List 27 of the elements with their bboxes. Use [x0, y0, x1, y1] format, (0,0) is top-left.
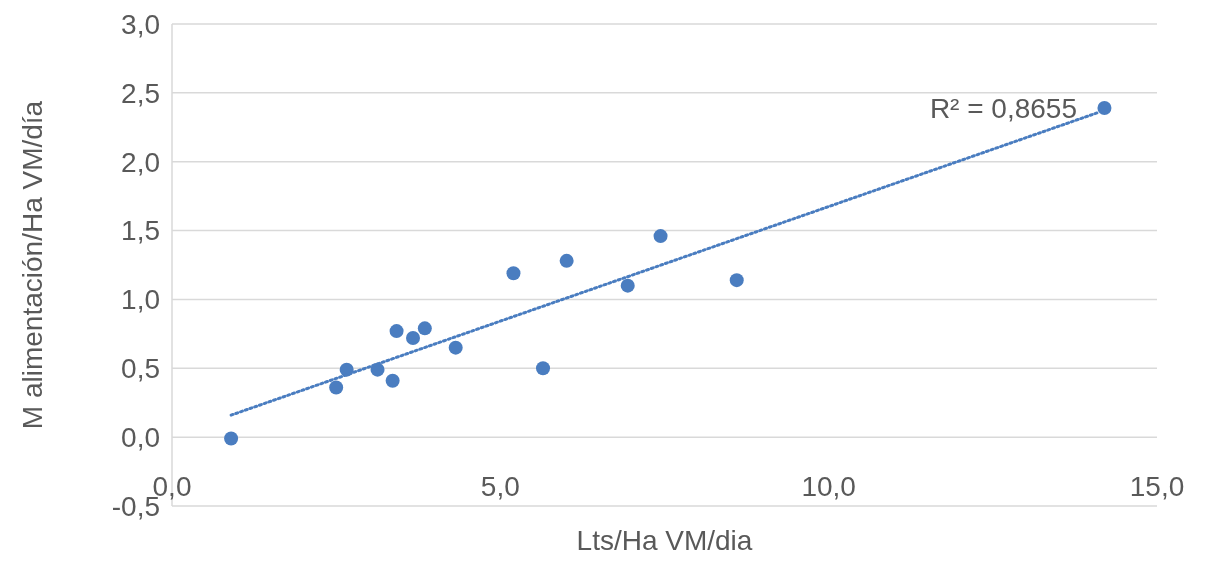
- point: [536, 361, 551, 376]
- point: [620, 278, 635, 293]
- x-tick-label: 5,0: [480, 471, 520, 502]
- point: [653, 229, 668, 244]
- y-tick-label: 2,0: [121, 146, 160, 178]
- annotation: R² = 0,8655: [929, 93, 1077, 124]
- y-tick-label: 3,0: [121, 8, 160, 40]
- point: [329, 380, 344, 395]
- y-tick-label: 2,5: [121, 77, 160, 109]
- y-tick-label: 0,0: [121, 421, 160, 453]
- y-tick-label: 0,5: [121, 353, 160, 385]
- y-tick-label: 1,5: [121, 215, 160, 247]
- x-tick-label: 10,0: [801, 471, 856, 502]
- point: [224, 431, 239, 446]
- point: [448, 340, 463, 355]
- x-tick-label: 15,0: [1129, 471, 1185, 502]
- point: [417, 321, 432, 336]
- point: [506, 266, 521, 281]
- x-axis-title: Lts/Ha VM/dia: [576, 525, 753, 556]
- point: [406, 330, 420, 345]
- point: [559, 253, 574, 268]
- y-tick-label: 1,0: [121, 284, 160, 316]
- y-axis-title: M alimentación/Ha VM/día: [17, 100, 48, 430]
- point: [385, 373, 400, 388]
- point: [729, 273, 744, 288]
- point: [1097, 101, 1112, 116]
- point: [389, 324, 404, 339]
